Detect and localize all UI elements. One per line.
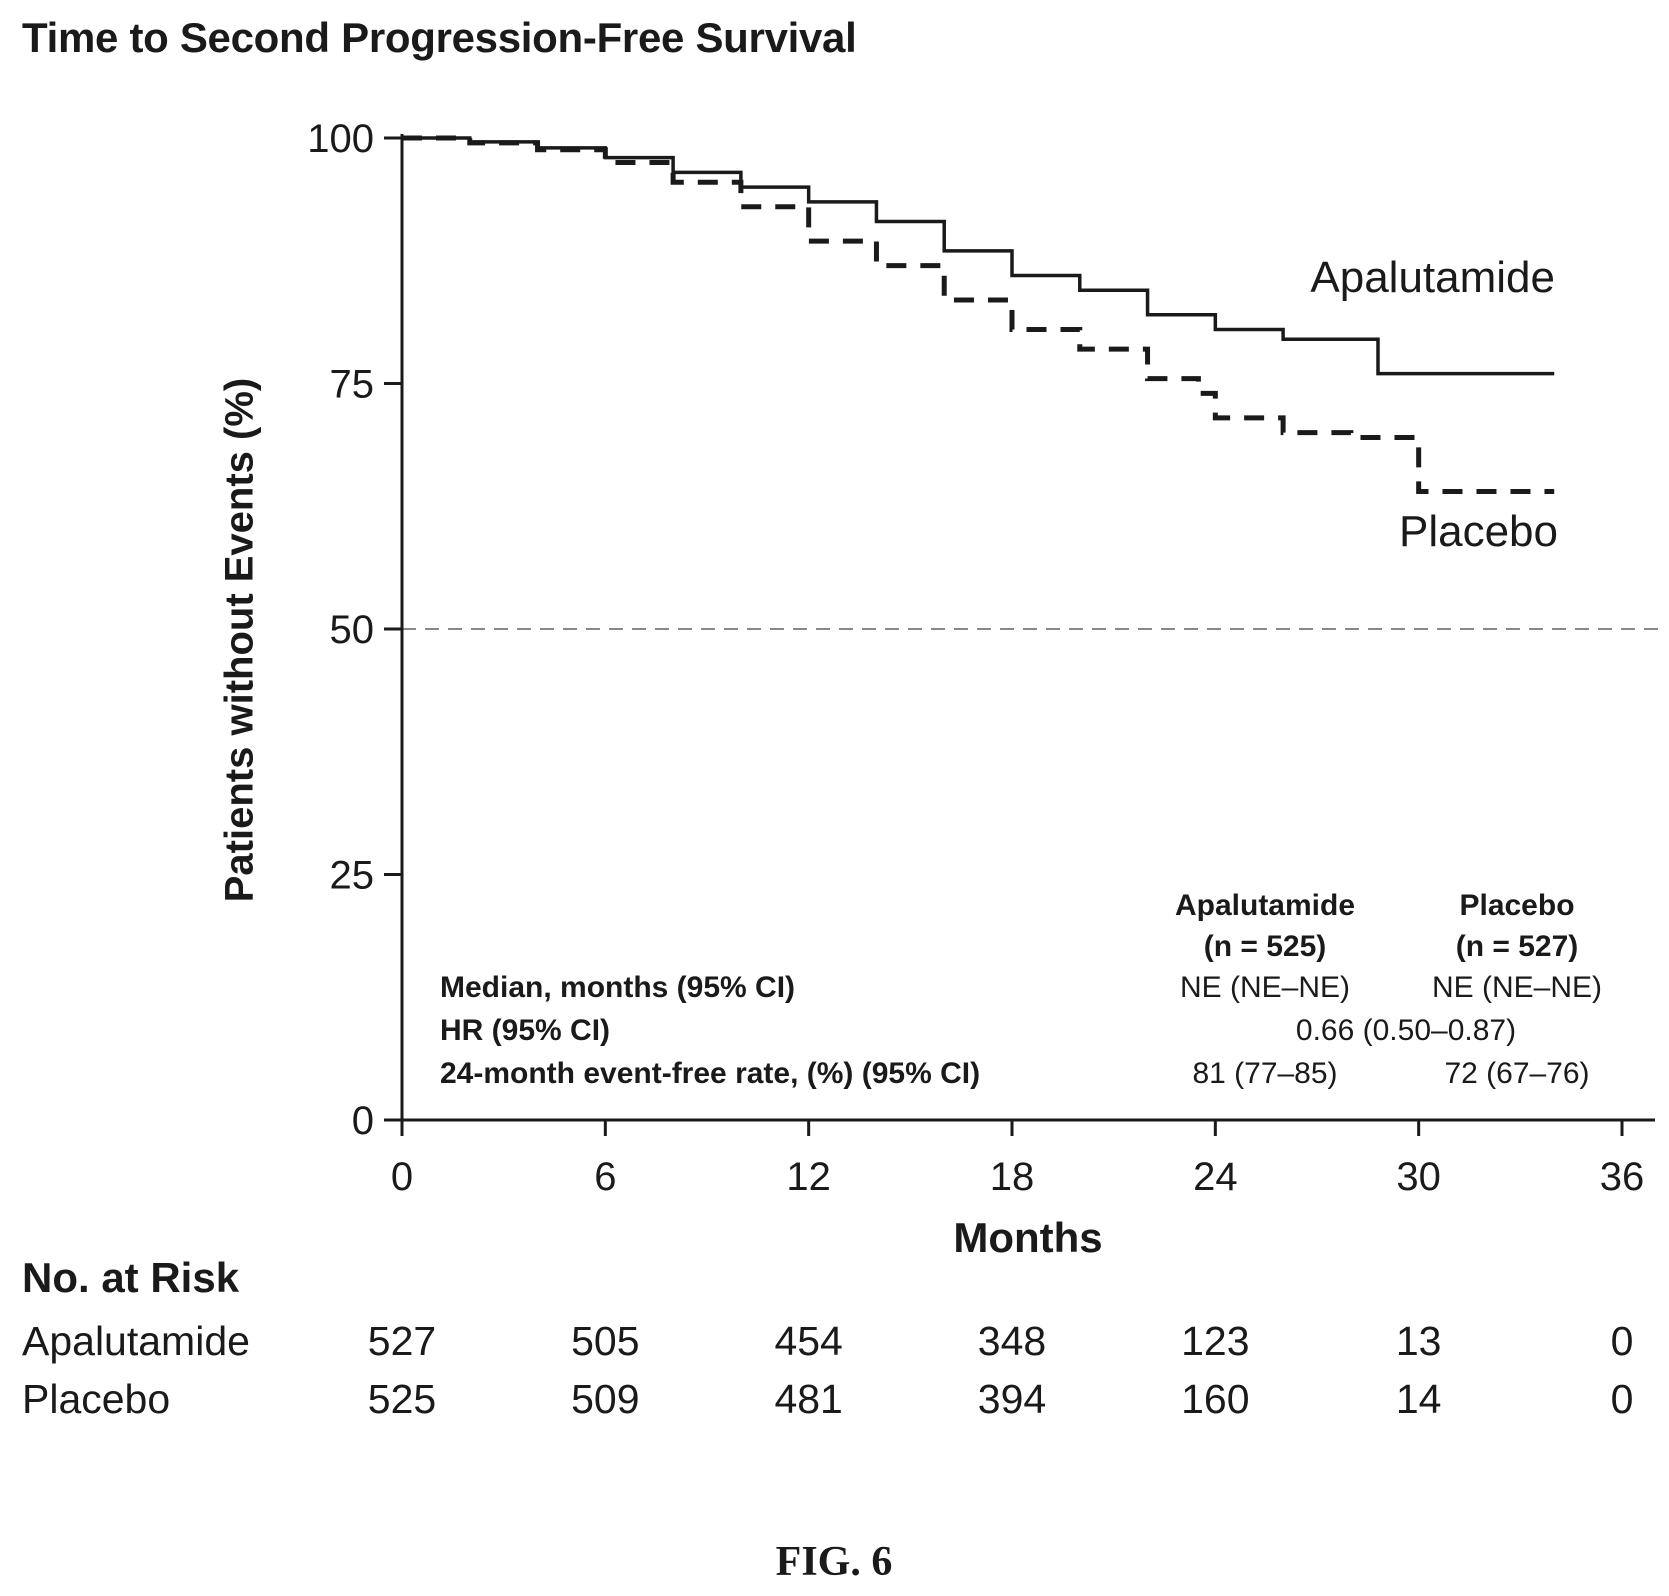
stats-n-placebo: (n = 527) <box>1456 930 1579 963</box>
stats-row-label: Median, months (95% CI) <box>440 971 795 1004</box>
at-risk-title: No. at Risk <box>22 1254 240 1301</box>
stats-value-placebo: 72 (67–76) <box>1444 1057 1589 1090</box>
y-tick-label: 25 <box>330 854 375 898</box>
at-risk-value: 13 <box>1395 1318 1442 1364</box>
x-tick-label: 30 <box>1396 1155 1441 1199</box>
at-risk-value: 348 <box>977 1318 1047 1364</box>
y-tick-label: 100 <box>307 117 374 161</box>
y-tick-label: 50 <box>330 608 375 652</box>
x-tick-label: 24 <box>1193 1155 1238 1199</box>
stats-combined-value: 0.66 (0.50–0.87) <box>1296 1014 1516 1047</box>
x-tick-label: 12 <box>786 1155 831 1199</box>
figure-label: FIG. 6 <box>775 1539 893 1585</box>
at-risk-value: 505 <box>571 1318 640 1364</box>
y-axis-title: Patients without Events (%) <box>217 377 262 903</box>
y-tick-label: 0 <box>352 1099 374 1143</box>
stats-row-label: 24-month event-free rate, (%) (95% CI) <box>440 1057 980 1090</box>
at-risk-row-label: Placebo <box>22 1376 171 1422</box>
stats-header-placebo: Placebo <box>1459 889 1574 922</box>
x-tick-label: 0 <box>391 1155 413 1199</box>
at-risk-value: 394 <box>977 1376 1047 1422</box>
at-risk-value: 454 <box>774 1318 843 1364</box>
y-tick-label: 75 <box>330 363 375 407</box>
stats-value-apalutamide: 81 (77–85) <box>1192 1057 1337 1090</box>
at-risk-row-label: Apalutamide <box>22 1318 250 1364</box>
at-risk-value: 527 <box>367 1318 437 1364</box>
at-risk-value: 525 <box>367 1376 437 1422</box>
stats-row-label: HR (95% CI) <box>440 1014 610 1047</box>
at-risk-value: 509 <box>571 1376 640 1422</box>
at-risk-value: 0 <box>1610 1376 1634 1422</box>
x-tick-label: 18 <box>990 1155 1035 1199</box>
line-label-apalutamide: Apalutamide <box>1310 253 1555 302</box>
stats-value-apalutamide: NE (NE–NE) <box>1180 971 1350 1004</box>
at-risk-value: 160 <box>1181 1376 1250 1422</box>
stats-value-placebo: NE (NE–NE) <box>1432 971 1602 1004</box>
x-tick-label: 6 <box>594 1155 616 1199</box>
survival-plot: 0 25 50 75 100 0 6 12 18 24 30 36 Apalutamide Placeb… <box>307 117 1660 1199</box>
at-risk-value: 123 <box>1181 1318 1250 1364</box>
x-axis-title: Months <box>953 1214 1103 1261</box>
stats-header-apalutamide: Apalutamide <box>1175 889 1355 922</box>
stats-n-apalutamide: (n = 525) <box>1204 930 1327 963</box>
line-label-placebo: Placebo <box>1399 507 1558 556</box>
x-tick-label: 36 <box>1600 1155 1645 1199</box>
at-risk-value: 481 <box>774 1376 843 1422</box>
at-risk-value: 14 <box>1395 1376 1442 1422</box>
at-risk-value: 0 <box>1610 1318 1634 1364</box>
series-line-placebo <box>402 135 1555 495</box>
chart-title: Time to Second Progression-Free Survival <box>22 14 857 61</box>
